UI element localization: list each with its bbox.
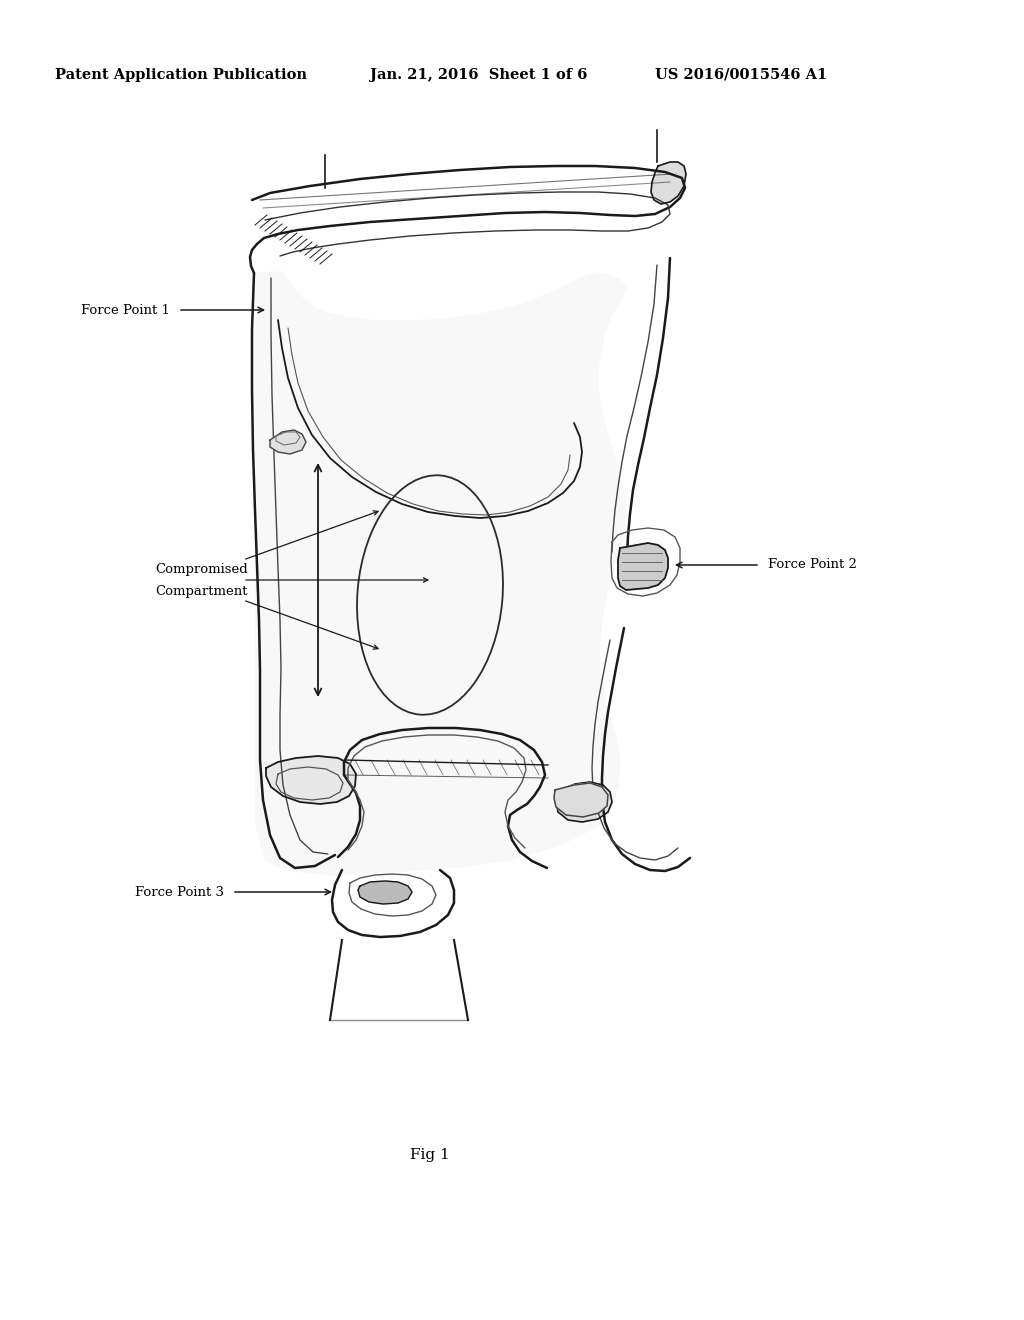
Polygon shape [554,783,608,817]
Polygon shape [270,430,306,454]
Polygon shape [358,880,412,904]
Polygon shape [618,543,668,590]
Text: Force Point 2: Force Point 2 [768,558,857,572]
Polygon shape [651,162,686,205]
Text: US 2016/0015546 A1: US 2016/0015546 A1 [655,69,827,82]
Polygon shape [266,756,356,804]
Text: Patent Application Publication: Patent Application Publication [55,69,307,82]
Text: Force Point 1: Force Point 1 [81,304,170,317]
Polygon shape [255,272,626,875]
Text: Compromised: Compromised [155,564,248,577]
Text: Fig 1: Fig 1 [411,1148,450,1162]
Text: Compartment: Compartment [155,586,248,598]
Text: Jan. 21, 2016  Sheet 1 of 6: Jan. 21, 2016 Sheet 1 of 6 [370,69,588,82]
Polygon shape [556,781,612,822]
Text: Force Point 3: Force Point 3 [135,886,224,899]
